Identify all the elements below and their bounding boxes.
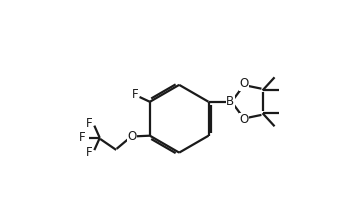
Text: O: O	[127, 130, 137, 143]
Text: F: F	[79, 131, 86, 144]
Text: O: O	[239, 113, 249, 126]
Text: F: F	[132, 88, 138, 101]
Text: F: F	[86, 146, 92, 159]
Text: O: O	[239, 77, 249, 90]
Text: F: F	[86, 117, 92, 130]
Text: B: B	[226, 95, 234, 108]
